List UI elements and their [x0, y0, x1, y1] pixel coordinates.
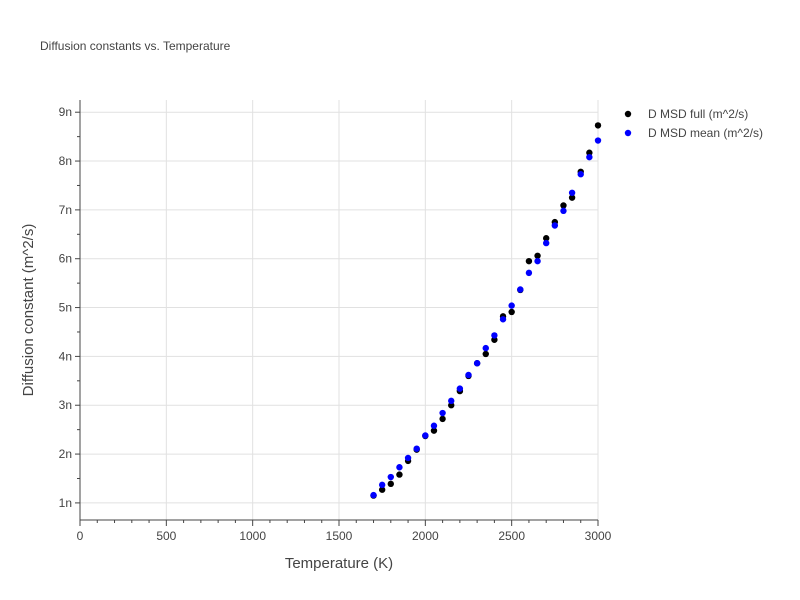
point-msd-mean: [499, 316, 507, 323]
point-msd-mean: [378, 481, 386, 489]
point-msd-full: [491, 336, 498, 343]
x-tick-label: 2000: [412, 529, 439, 543]
x-axis-title: Temperature (K): [285, 555, 393, 572]
point-msd-full: [586, 149, 593, 156]
point-msd-full: [448, 402, 455, 409]
x-tick-label: 1500: [326, 529, 353, 543]
point-msd-full: [430, 427, 438, 434]
x-tick-label: 2500: [498, 529, 525, 543]
point-msd-mean: [404, 454, 412, 462]
legend-label: D MSD mean (m^2/s): [648, 126, 763, 140]
y-tick-label: 3n: [59, 398, 72, 412]
grid-lines: [80, 100, 599, 520]
point-msd-full: [378, 486, 386, 493]
y-tick-label: 5n: [59, 301, 72, 315]
point-msd-mean: [413, 445, 420, 452]
point-msd-mean: [370, 491, 377, 499]
point-msd-full: [508, 308, 515, 316]
point-msd-full: [525, 257, 533, 265]
point-msd-mean: [543, 239, 550, 247]
point-msd-mean: [508, 302, 515, 309]
point-msd-full: [543, 235, 550, 242]
point-msd-mean: [577, 171, 584, 178]
point-msd-mean: [482, 344, 489, 352]
point-msd-mean: [439, 409, 446, 417]
legend-marker: [624, 129, 632, 137]
point-msd-mean: [396, 464, 403, 471]
x-tick-label: 1000: [239, 529, 266, 543]
point-msd-mean: [430, 422, 438, 429]
y-tick-label: 7n: [59, 203, 72, 217]
axes: 0 500 1000 1500 2000 2500 3000 1n 2n 3n 4n 5n 6n 7n 8n…: [59, 100, 612, 543]
point-msd-full: [594, 122, 602, 129]
chart-title: Diffusion constants vs. Temperature: [40, 39, 231, 53]
point-msd-mean: [456, 385, 464, 392]
point-msd-full: [568, 194, 576, 201]
point-msd-mean: [448, 397, 455, 405]
legend-label: D MSD full (m^2/s): [648, 107, 748, 121]
point-msd-full: [439, 415, 446, 423]
y-tick-label: 2n: [59, 447, 72, 461]
point-msd-full: [482, 350, 489, 358]
point-msd-full: [560, 202, 567, 209]
x-tick-label: 500: [156, 529, 176, 543]
point-msd-mean: [517, 286, 524, 293]
point-msd-mean: [568, 189, 576, 196]
y-tick-label: 6n: [59, 252, 72, 266]
y-tick-label: 8n: [59, 154, 72, 168]
point-msd-mean: [422, 432, 429, 439]
point-msd-full: [534, 252, 541, 259]
point-msd-mean: [560, 207, 567, 215]
point-msd-mean: [491, 332, 498, 339]
point-msd-mean: [551, 222, 559, 229]
y-axis-title: Diffusion constant (m^2/s): [20, 224, 37, 397]
y-tick-label: 4n: [59, 349, 72, 363]
legend: D MSD full (m^2/s) D MSD mean (m^2/s): [624, 107, 763, 140]
point-msd-mean: [586, 153, 593, 161]
point-msd-mean: [465, 371, 472, 379]
point-msd-full: [387, 480, 394, 488]
point-msd-mean: [534, 257, 541, 265]
x-tick-label: 0: [77, 529, 84, 543]
y-tick-label: 1n: [59, 496, 72, 510]
point-msd-mean: [525, 269, 533, 277]
point-msd-mean: [473, 360, 481, 367]
data-points: [370, 122, 602, 499]
legend-marker: [624, 110, 632, 118]
point-msd-mean: [594, 137, 602, 144]
point-msd-full: [396, 471, 403, 478]
x-tick-label: 3000: [585, 529, 612, 543]
point-msd-mean: [387, 473, 394, 481]
y-tick-label: 9n: [59, 105, 72, 119]
